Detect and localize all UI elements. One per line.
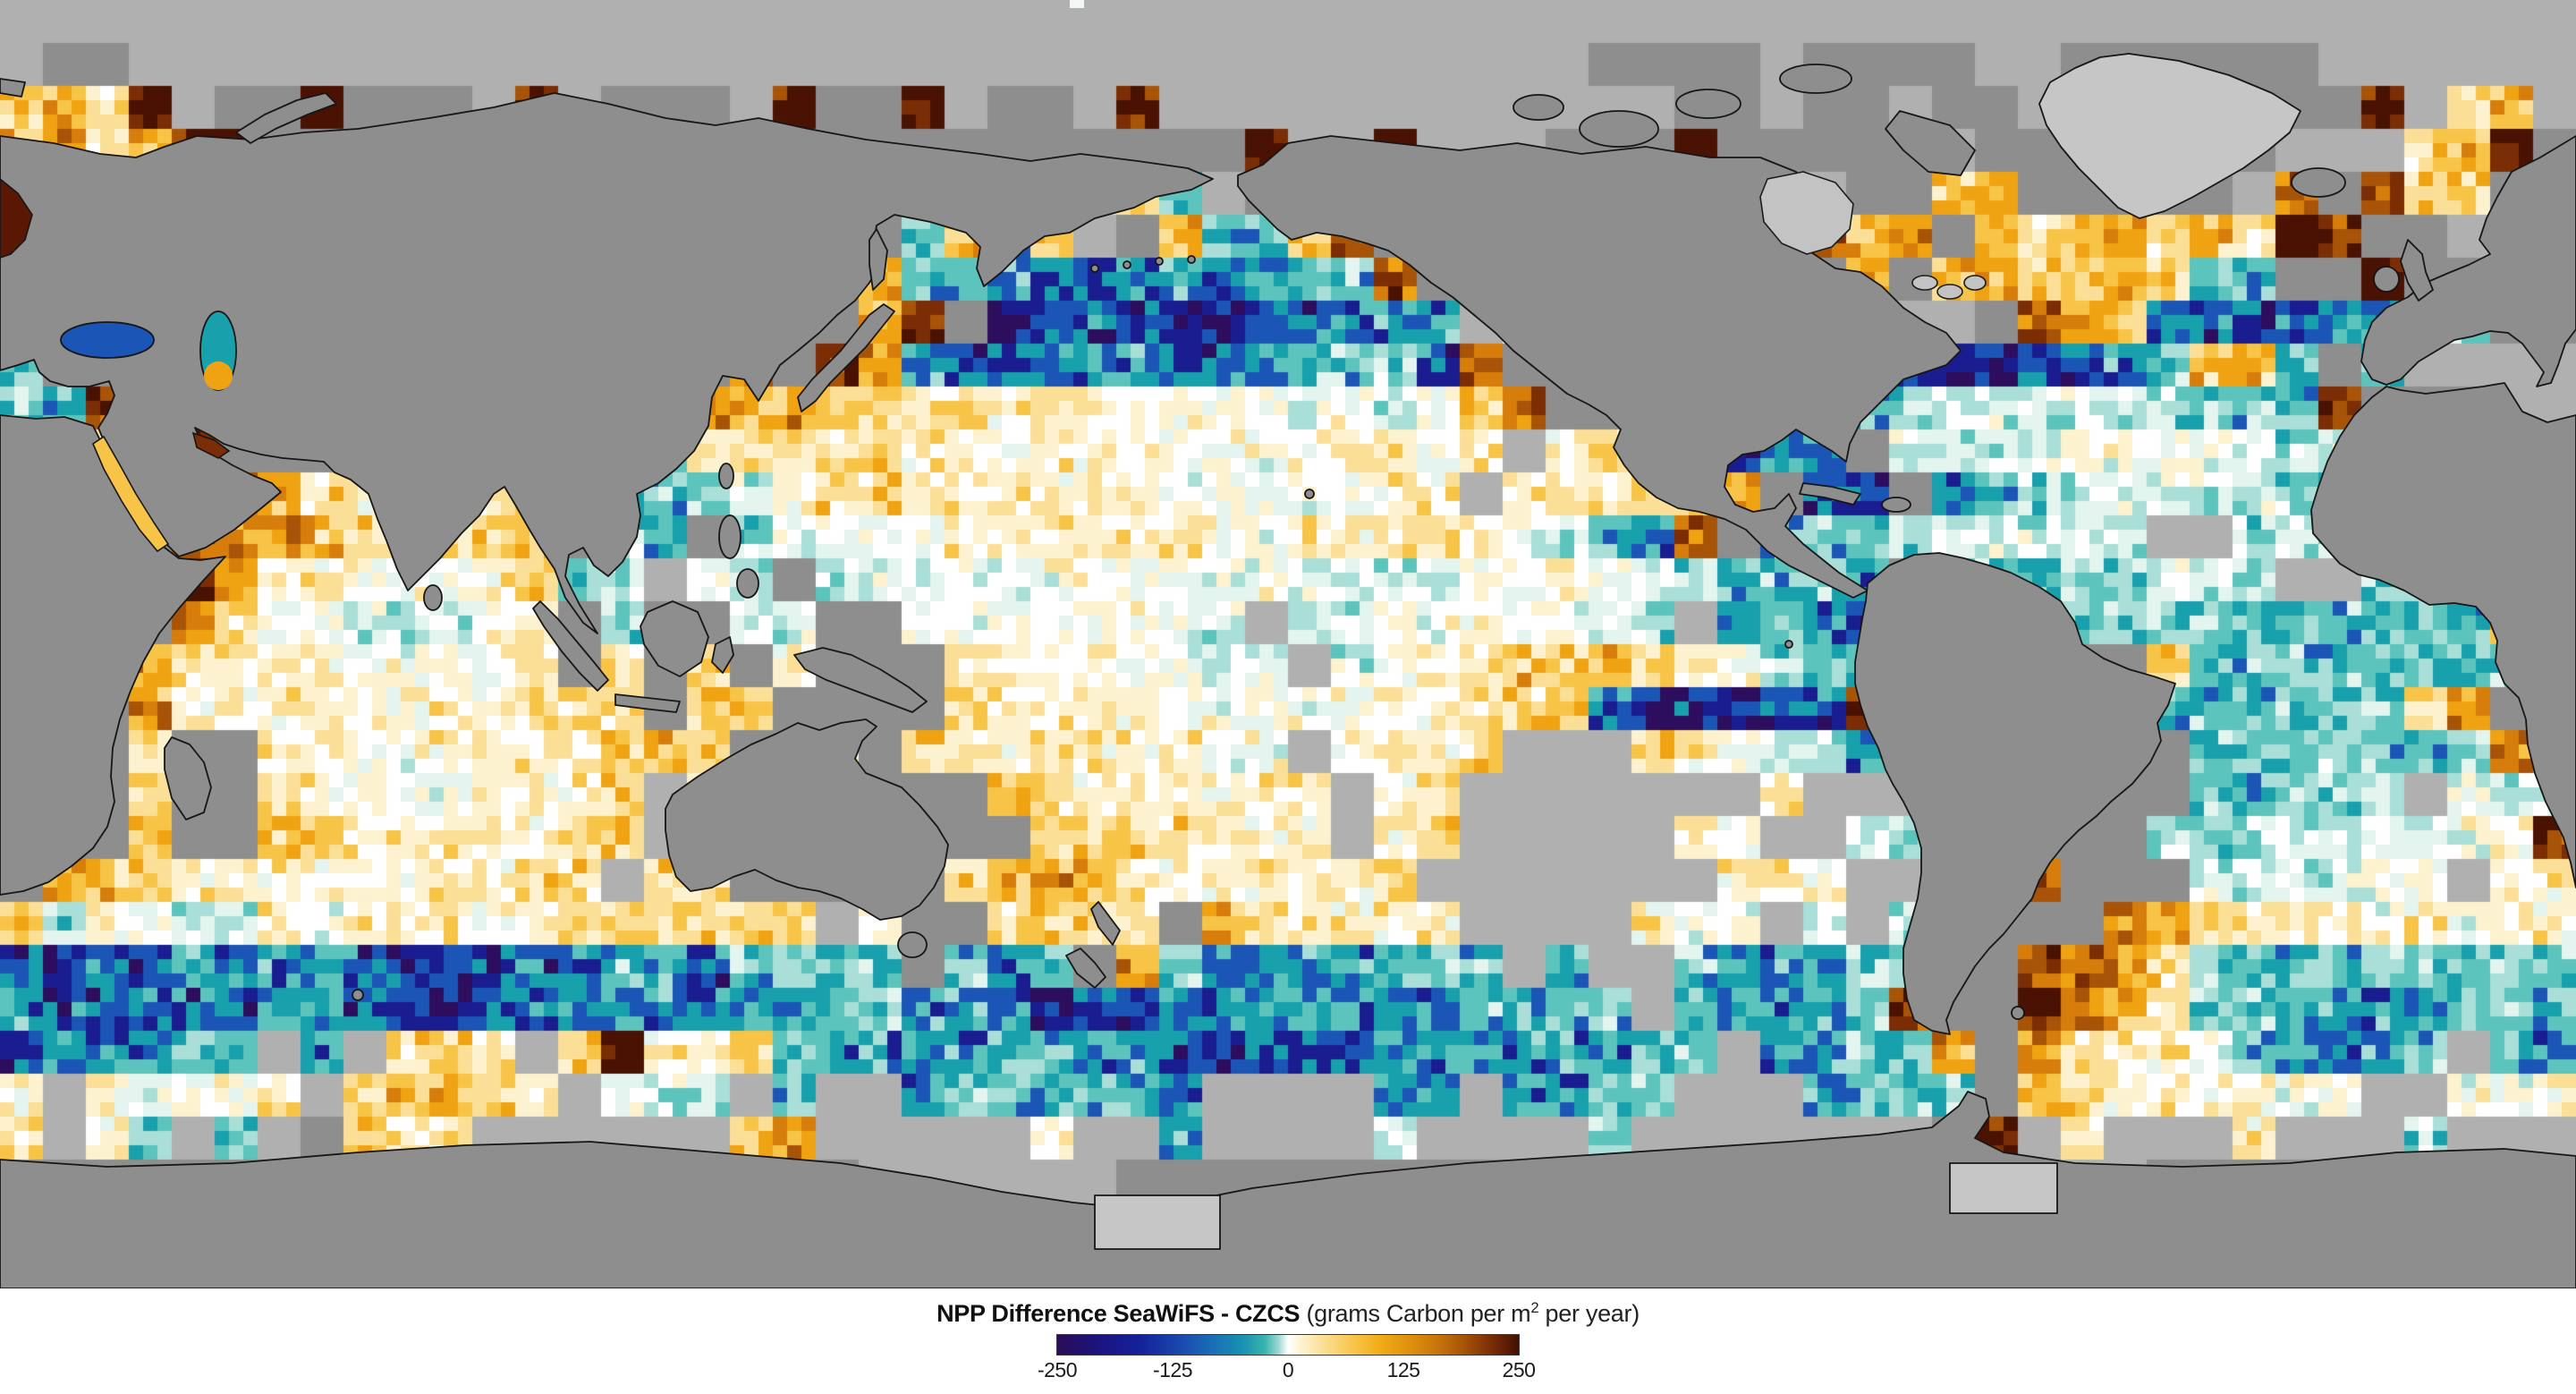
ross-ice-shelf	[1094, 1194, 1221, 1250]
island-aleutian-1	[1090, 264, 1099, 273]
island-banks	[1513, 94, 1564, 121]
island-baffin	[1885, 110, 1976, 176]
colorbar-tick-label: -125	[1152, 1358, 1193, 1381]
landmass-south-america	[1854, 552, 2176, 1035]
island-sakhalin	[869, 228, 888, 291]
world-map	[0, 0, 2576, 1288]
landmass-africa-west	[2310, 382, 2576, 888]
island-sumatra	[532, 600, 609, 692]
island-java	[614, 693, 681, 713]
island-great-britain	[2400, 239, 2434, 302]
colorbar-tick-label: 250	[1502, 1358, 1536, 1381]
landmass-antarctica	[0, 1091, 2576, 1288]
landmass-europe	[2360, 135, 2576, 387]
island-cuba	[1799, 482, 1861, 506]
great-lake-3	[1963, 275, 1987, 291]
island-falklands	[2011, 1006, 2025, 1020]
landmass-australia	[665, 718, 949, 921]
black-sea	[60, 321, 155, 359]
great-lake-1	[1911, 275, 1938, 291]
island-borneo	[640, 600, 709, 677]
island-sulawesi	[711, 636, 734, 674]
island-nz-south	[1065, 948, 1106, 989]
island-aleutian-3	[1155, 257, 1164, 266]
island-iceland	[2291, 167, 2346, 198]
map-top-notch	[1070, 0, 1084, 8]
island-ellesmere	[1779, 64, 1852, 94]
island-aleutian-2	[1123, 260, 1131, 269]
island-taiwan	[718, 463, 734, 489]
island-kerguelen	[352, 989, 364, 1001]
colorbar-tick-label: 0	[1282, 1358, 1294, 1381]
great-lake-2	[1936, 284, 1963, 300]
landmass-greenland	[2038, 53, 2301, 219]
colorbar-tick-label: 125	[1386, 1358, 1420, 1381]
landmass-eurasia	[0, 92, 1214, 634]
island-japan	[797, 303, 895, 412]
legend-title-main: NPP Difference SeaWiFS - CZCS	[936, 1300, 1301, 1327]
legend: NPP Difference SeaWiFS - CZCS (grams Car…	[0, 1288, 2576, 1394]
red-sea	[92, 435, 170, 553]
island-hawaii	[1304, 489, 1315, 499]
colorbar-gradient	[1056, 1334, 1520, 1356]
island-aleutian-4	[1187, 255, 1196, 264]
island-arctic-1	[1675, 89, 1741, 119]
island-luzon	[718, 514, 741, 559]
colorbar-tick-label: -250	[1037, 1358, 1078, 1381]
island-madagascar	[164, 736, 212, 820]
island-victoria	[1579, 110, 1659, 148]
island-novaya-zemlya	[235, 92, 337, 144]
colorbar-ticks: -250 -125 0 125 250	[1038, 1358, 1536, 1383]
coastline-overlay	[0, 53, 2576, 1288]
island-new-guinea	[793, 647, 928, 713]
island-tasmania	[897, 931, 928, 958]
legend-title-units: (grams Carbon per m2 per year)	[1306, 1299, 1640, 1327]
island-ireland	[2373, 266, 2400, 293]
ronne-ice-shelf	[1949, 1162, 2058, 1214]
legend-title: NPP Difference SeaWiFS - CZCS (grams Car…	[0, 1299, 2576, 1328]
persian-gulf	[191, 431, 231, 459]
baltic-sea	[0, 177, 33, 259]
island-sri-lanka	[423, 584, 443, 611]
island-svalbard	[0, 78, 26, 98]
caspian-sea-south	[204, 361, 233, 390]
island-mindanao	[736, 568, 759, 599]
island-nz-north	[1090, 901, 1121, 946]
hudson-bay	[1759, 171, 1854, 255]
island-hispaniola	[1881, 497, 1911, 513]
island-galapagos	[1784, 640, 1793, 649]
